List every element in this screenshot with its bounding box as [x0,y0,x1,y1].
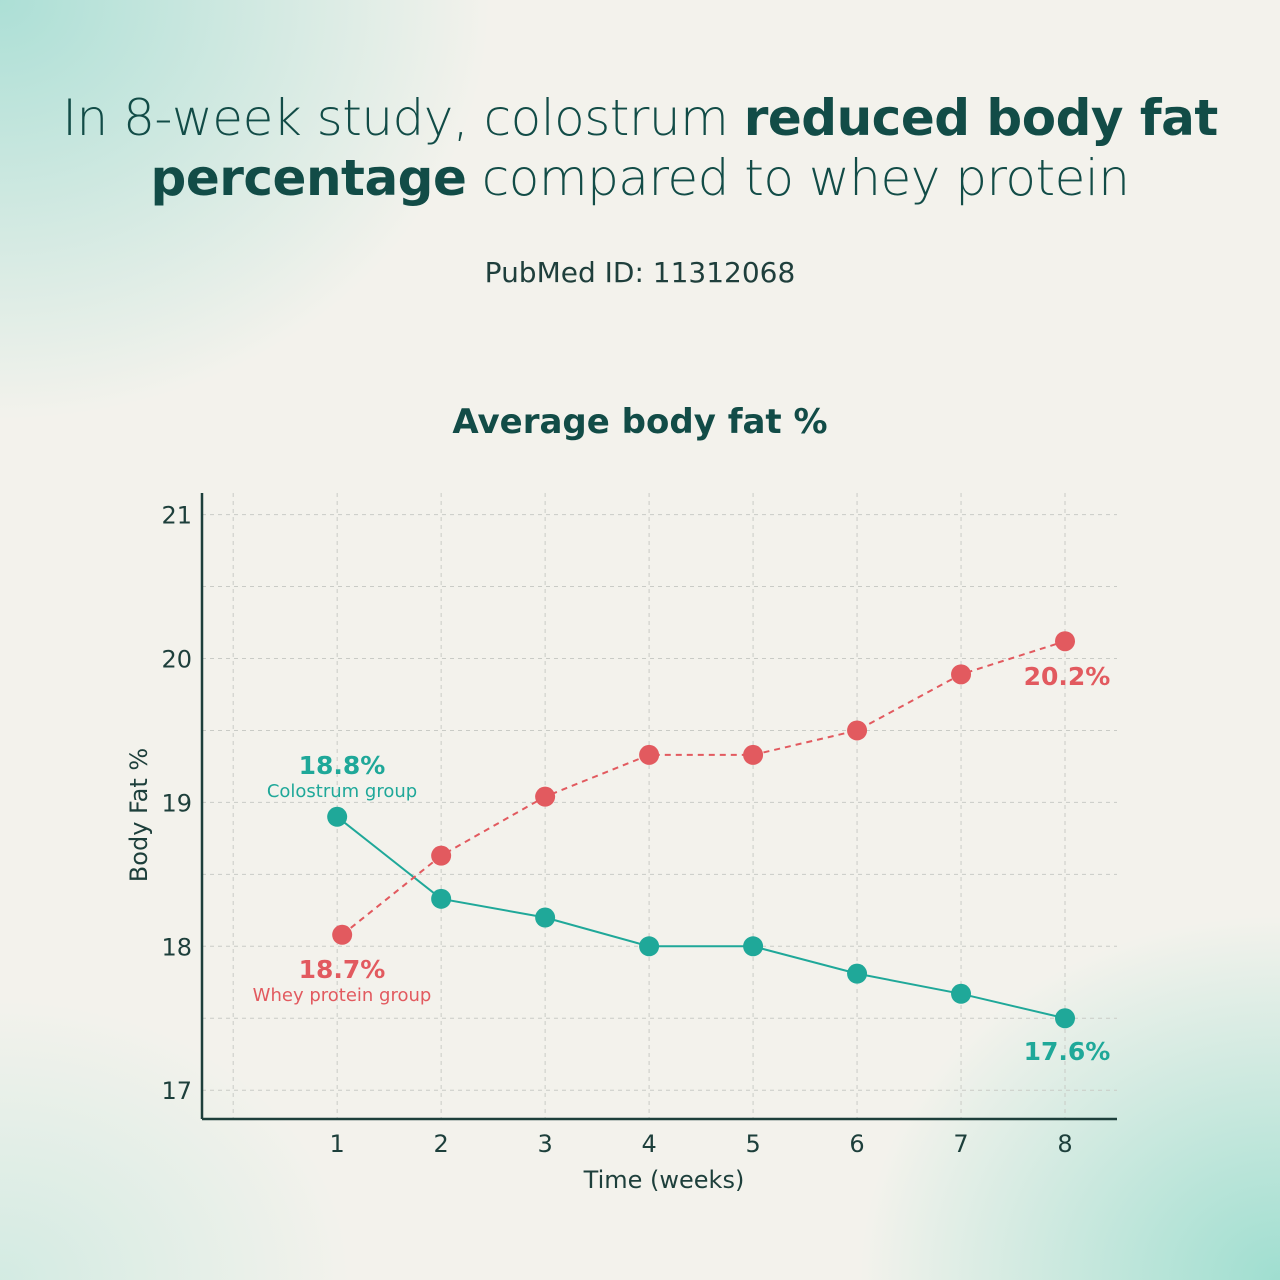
headline-line-2: percentage compared to whey protein [0,148,1280,208]
y-tick-label: 21 [161,502,192,530]
data-point-colostrum [743,936,764,957]
data-point-whey [431,845,452,866]
whey-start-value: 18.7% [299,955,386,984]
data-point-colostrum [535,907,556,928]
chart-title: Average body fat % [452,402,828,442]
y-tick-label: 20 [161,645,192,673]
headline-emphasis-1: reduced body fat [743,89,1219,147]
data-point-whey [847,720,868,741]
series-layer [327,631,1076,1029]
data-point-colostrum [431,888,452,909]
colostrum-end-value: 17.6% [1024,1037,1111,1066]
x-tick-label: 4 [641,1130,656,1158]
headline: In 8-week study, colostrum reduced body … [0,88,1280,208]
x-tick-label: 6 [849,1130,864,1158]
series-line-whey [341,640,1066,936]
data-point-whey [332,924,353,945]
data-point-colostrum [951,983,972,1004]
y-tick-label: 19 [161,789,192,817]
y-tick-label: 18 [161,933,192,961]
headline-line-1: In 8-week study, colostrum reduced body … [0,88,1280,148]
data-point-whey [639,744,660,765]
colostrum-series-name: Colostrum group [267,781,417,802]
source-citation: PubMed ID: 11312068 [484,256,796,289]
x-tick-label: 5 [745,1130,760,1158]
headline-emphasis-2: percentage [150,149,467,207]
x-tick-label: 1 [330,1130,345,1158]
y-axis-title: Body Fat % [125,748,153,882]
data-point-whey [743,744,764,765]
data-point-colostrum [1055,1008,1076,1029]
x-axis-title: Time (weeks) [583,1166,745,1194]
x-tick-label: 7 [953,1130,968,1158]
series-line-colostrum [336,816,1066,1020]
data-point-whey [951,664,972,685]
x-tick-label: 3 [537,1130,552,1158]
grid-layer [202,493,1117,1119]
data-point-whey [535,786,556,807]
colostrum-start-value: 18.8% [299,751,386,780]
x-tick-label: 8 [1057,1130,1072,1158]
headline-text-pre: In 8-week study, colostrum [62,89,744,147]
x-tick-label: 2 [434,1130,449,1158]
whey-end-value: 20.2% [1024,662,1111,691]
data-point-whey [1055,631,1076,652]
whey-series-name: Whey protein group [253,985,432,1006]
data-point-colostrum [847,963,868,984]
data-point-colostrum [639,936,660,957]
label-layer: 18.8%Colostrum group 18.7%Whey protein gr… [253,662,1111,1066]
data-point-colostrum [327,806,348,827]
headline-text-post: compared to whey protein [466,149,1130,207]
y-tick-label: 17 [161,1077,192,1105]
